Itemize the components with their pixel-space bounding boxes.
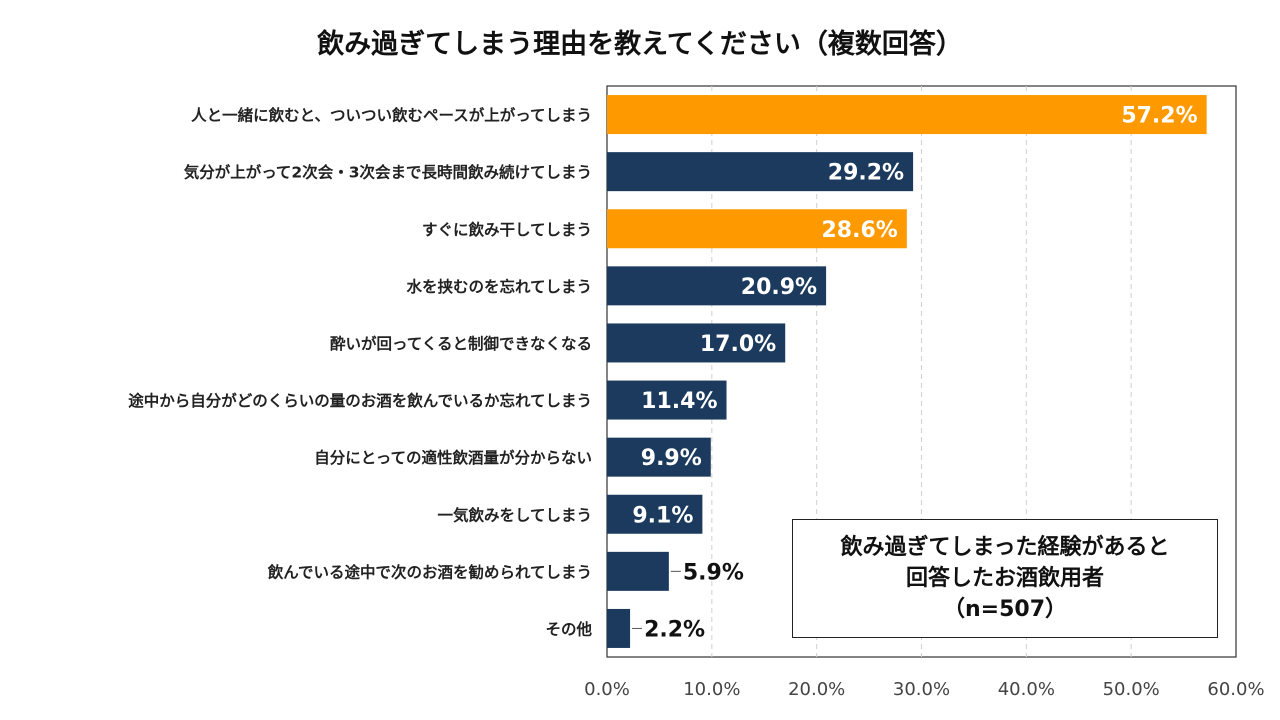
data-label: 11.4% <box>641 389 717 414</box>
bar <box>607 95 1207 135</box>
x-tick-label: 10.0% <box>683 679 740 700</box>
data-label: 9.9% <box>641 446 702 471</box>
x-tick-label: 60.0% <box>1207 679 1264 700</box>
bar <box>607 323 786 363</box>
category-label: 自分にとっての適性飲酒量が分からない <box>314 448 592 467</box>
x-tick-label: 50.0% <box>1103 679 1160 700</box>
category-label: その他 <box>545 619 592 638</box>
data-label: 28.6% <box>821 218 897 243</box>
bar <box>607 380 727 420</box>
note-line-3: （n=507） <box>942 597 1068 622</box>
data-label: 9.1% <box>632 503 693 528</box>
bar <box>607 266 827 306</box>
category-label: 気分が上がって2次会・3次会まで長時間飲み続けてしまう <box>184 163 592 182</box>
bar <box>607 551 669 591</box>
chart-title: 飲み過ぎてしまう理由を教えてください（複数回答） <box>317 29 963 60</box>
bar <box>607 608 631 648</box>
bar <box>607 209 907 249</box>
note-line-2: 回答したお酒飲用者 <box>905 566 1104 591</box>
bar <box>607 437 711 477</box>
note-line-1: 飲み過ぎてしまった経験があると <box>840 535 1170 560</box>
bar <box>607 494 703 534</box>
data-label: 57.2% <box>1121 104 1197 129</box>
category-label: すぐに飲み干してしまう <box>422 220 592 239</box>
data-label: 5.9% <box>683 560 744 585</box>
category-label: 人と一緒に飲むと、ついつい飲むペースが上がってしまう <box>191 106 592 125</box>
category-label: 一気飲みをしてしまう <box>437 505 592 524</box>
data-label: 20.9% <box>741 275 817 300</box>
data-label: 29.2% <box>828 161 904 186</box>
category-label: 水を挟むのを忘れてしまう <box>406 277 592 296</box>
sample-note-box: 飲み過ぎてしまった経験があると 回答したお酒飲用者 （n=507） <box>792 519 1218 638</box>
data-label: 17.0% <box>700 332 776 357</box>
x-tick-label: 40.0% <box>998 679 1055 700</box>
bar <box>607 152 914 192</box>
x-tick-label: 30.0% <box>893 679 950 700</box>
category-label: 途中から自分がどのくらいの量のお酒を飲んでいるか忘れてしまう <box>128 391 592 410</box>
category-label: 酔いが回ってくると制御できなくなる <box>330 334 592 353</box>
x-tick-label: 0.0% <box>584 679 630 700</box>
data-label: 2.2% <box>644 617 705 642</box>
x-tick-label: 20.0% <box>788 679 845 700</box>
category-label: 飲んでいる途中で次のお酒を勧められてしまう <box>267 562 592 581</box>
